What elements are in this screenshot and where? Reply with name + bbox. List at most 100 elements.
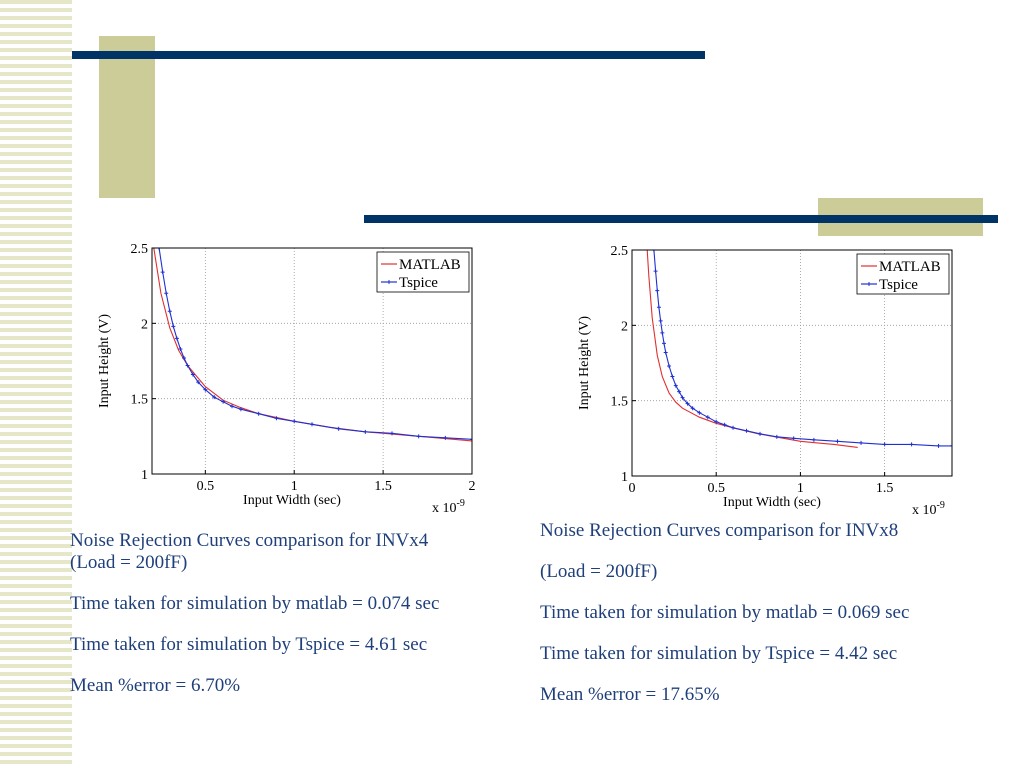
chart-invx8-series-tspice-point [950,443,952,448]
striped-side-border [0,0,72,768]
chart-invx4-series-tspice-point [416,434,421,439]
chart-invx4-series-tspice-point [230,404,234,409]
chart-invx8-series-tspice-point [882,442,887,447]
chart-invx4-series-tspice-point [221,399,226,404]
chart-invx8-y-tick-label-2: 2 [621,319,628,334]
caption-invx4: Noise Rejection Curves comparison for IN… [70,530,439,697]
chart-invx8-legend-box [856,253,950,295]
chart-invx4-series-tspice-point [336,426,341,431]
chart-invx4-ticks: 0.5 1 1.5 2 1 1.5 2 2.5 [131,242,476,494]
chart-invx4: 0.5 1 1.5 2 1 1.5 2 2.5 Input Width (sec) Input… [86,236,486,516]
chart-invx4-series-tspice-point [164,291,169,296]
chart-invx8-svg: 0 0.5 1 1.5 1 1.5 2 2.5 Input Width (sec) Input… [577,244,953,518]
chart-invx8-series-tspice-point [697,410,702,415]
chart-invx8-series-tspice-point [667,364,672,369]
chart-invx4-frame [151,247,473,475]
chart-invx4-x-tick-label-0: 0.5 [197,479,215,494]
chart-invx8-x-tick-label-3: 1.5 [876,481,894,496]
caption-invx4-load: (Load = 200fF) [70,552,188,573]
chart-invx8-series-tspice-point [658,318,663,323]
chart-invx8-legend: MATLAB Tspice [856,253,950,295]
chart-invx8-frame [631,249,953,477]
chart-invx4-series-tspice-point [171,324,176,329]
chart-invx4-series-tspice-point [160,270,165,275]
chart-invx4-svg: 0.5 1 1.5 2 1 1.5 2 2.5 Input Width (sec) Input… [97,242,476,516]
chart-invx4-series-tspice-point [390,431,394,436]
chart-invx4-series [153,248,472,442]
chart-invx8-series-tspice-point [744,428,749,433]
chart-invx8-x-multiplier-exponent: -9 [937,500,945,511]
caption-invx8-tspice-time: Time taken for simulation by Tspice = 4.… [540,643,898,664]
caption-invx4-title: Noise Rejection Curves comparison for IN… [70,530,429,551]
chart-invx8-series-tspice-point [690,406,695,411]
chart-invx4-series-tspice-line [158,248,472,440]
chart-invx8-ticks: 0 0.5 1 1.5 1 1.5 2 2.5 [611,244,894,496]
chart-invx4-series-tspice-point [363,429,368,434]
chart-invx4-series-tspice-point [167,309,172,314]
chart-invx8-ylabel: Input Height (V) [577,316,592,410]
caption-invx8-mean-error: Mean %error = 17.65% [540,684,720,705]
chart-invx8-series-tspice-point [791,436,796,441]
chart-invx4-grid [152,248,472,474]
chart-invx8-series-tspice-point [731,425,736,430]
chart-invx8-x-multiplier: x 10-9 [912,500,945,518]
chart-invx8-series-tspice-point [774,434,779,439]
chart-invx8-legend-marker-tspice [867,282,871,286]
chart-invx8-x-tick-label-0: 0 [629,481,636,496]
chart-invx8-series-tspice-point [811,437,816,442]
chart-invx8-x-tick-label-2: 1 [797,481,804,496]
middle-bar-decoration [364,215,998,223]
chart-invx4-x-tick-label-1: 1 [291,479,298,494]
caption-invx4-tspice-time: Time taken for simulation by Tspice = 4.… [70,634,428,655]
chart-invx8-y-tick-label-1: 1.5 [611,395,629,410]
chart-invx4-series-tspice-point [157,248,162,250]
top-block-decoration [99,36,155,198]
chart-invx4-series-tspice-point [185,363,190,368]
chart-invx4-series-tspice-point [274,416,279,421]
top-bar-decoration [72,51,705,59]
chart-invx4-x-multiplier-base: x 10 [432,501,457,516]
chart-invx8-series-tspice-point [714,419,719,424]
chart-invx8-x-multiplier-base: x 10 [912,503,937,518]
chart-invx4-xlabel: Input Width (sec) [243,493,341,508]
chart-invx8-grid [632,250,952,476]
caption-invx8-title: Noise Rejection Curves comparison for IN… [540,520,899,541]
chart-invx4-series-tspice-point [310,422,314,427]
chart-invx8-legend-label-matlab: MATLAB [879,259,941,275]
chart-invx8-series-tspice-point [663,350,668,355]
caption-invx8-load: (Load = 200fF) [540,561,658,582]
chart-invx8-series-tspice-point [758,431,762,436]
chart-invx8-series-matlab-line [646,250,858,448]
chart-invx8-series-tspice-point [705,415,710,420]
chart-invx4-y-tick-label-3: 2.5 [131,242,149,257]
chart-invx4-series-tspice-point [190,372,195,377]
chart-invx4-series-tspice-point [174,336,179,341]
chart-invx8-series-tspice-point [936,443,941,448]
chart-invx8: 0 0.5 1 1.5 1 1.5 2 2.5 Input Width (sec) Input… [566,238,966,518]
chart-invx4-x-multiplier: x 10-9 [432,498,465,516]
chart-invx8-y-tick-label-3: 2.5 [611,244,629,259]
chart-invx8-series-tspice-point [651,250,656,252]
chart-invx4-series-tspice-point [238,407,243,412]
chart-invx4-series-tspice-point [196,380,201,385]
chart-invx4-legend-label-matlab: MATLAB [399,257,461,273]
chart-invx8-series-tspice-point [653,269,658,274]
chart-invx8-series-tspice-point [677,389,682,394]
chart-invx4-legend-marker-tspice [387,280,391,284]
chart-invx8-series-tspice-point [656,305,661,310]
chart-invx4-series-tspice-point [256,411,261,416]
chart-invx4-series-tspice-point [182,355,186,360]
chart-invx8-y-tick-label-0: 1 [621,470,628,485]
chart-invx8-series-tspice-point [680,395,685,400]
chart-invx4-series-tspice-point [212,395,217,400]
chart-invx8-series-tspice-point [909,442,914,447]
chart-invx8-series [646,250,952,448]
caption-invx8-matlab-time: Time taken for simulation by matlab = 0.… [540,602,910,623]
caption-invx4-matlab-time: Time taken for simulation by matlab = 0.… [70,593,440,614]
chart-invx4-series-tspice-point [470,437,472,442]
chart-invx4-series-tspice-point [203,387,208,392]
chart-invx4-series-tspice-point [292,419,297,424]
chart-invx8-series-tspice-point [673,383,678,388]
chart-invx8-series-tspice-point [722,422,727,427]
chart-invx4-y-tick-label-2: 2 [141,317,148,332]
